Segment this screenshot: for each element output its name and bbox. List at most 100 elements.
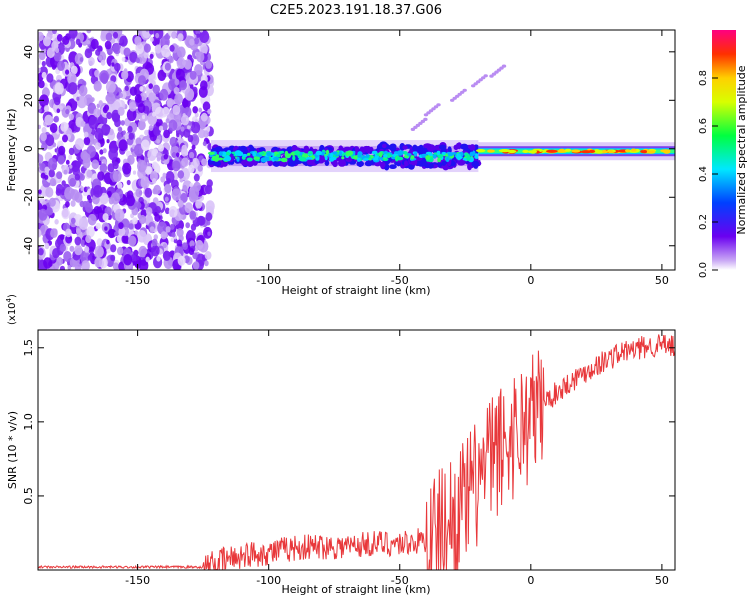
signal-blob [379,161,386,168]
streak-blob [423,117,428,121]
signal-core-blob [307,150,313,155]
noise-blob [99,163,108,173]
noise-blob [59,243,66,252]
noise-blob [138,75,146,86]
noise-blob [193,37,200,45]
noise-blob [176,57,186,69]
noise-blob [46,73,54,83]
noise-blob [135,57,140,64]
clean-peak [571,149,581,153]
noise-blob [180,126,185,132]
spectrogram-x-label: Height of straight line (km) [281,284,430,297]
noise-blob [103,104,110,112]
signal-core-blob [365,154,370,158]
noise-blob [53,96,61,106]
noise-blob [117,166,122,172]
noise-blob [137,159,147,173]
noise-blob [118,139,128,152]
noise-blob [156,255,161,262]
noise-blob [112,42,122,55]
noise-blob [152,84,160,95]
noise-blob [38,67,41,73]
noise-blob [195,239,204,250]
noise-blob [193,181,202,192]
noise-blob [99,70,110,84]
signal-blob [324,160,330,167]
y-tick-label: -20 [22,188,35,206]
noise-blob [111,62,115,67]
signal-blob [460,143,469,150]
noise-blob [116,234,124,243]
noise-blob [49,123,58,133]
noise-blob [121,70,129,80]
signal-core-blob [247,152,251,156]
noise-blob [176,133,180,138]
noise-blob [94,127,104,140]
noise-blob [192,106,198,114]
noise-blob [55,47,60,53]
signal-core-blob [300,156,306,162]
noise-blob [130,254,137,262]
noise-blob [182,99,189,108]
noise-blob [199,30,204,33]
noise-blob [110,192,121,205]
noise-blob [124,85,129,92]
noise-blob [168,206,178,218]
noise-blob [153,126,161,136]
colorbar-gradient [712,30,736,270]
figure-title: C2E5.2023.191.18.37.G06 [270,3,442,18]
noise-blob [44,174,49,180]
noise-blob [40,172,46,179]
noise-blob [127,125,133,133]
noise-blob [69,164,73,169]
noise-blob [79,200,85,208]
noise-blob [192,261,200,270]
x-tick-label: -150 [125,574,150,587]
noise-blob [151,245,160,257]
signal-blob [214,146,223,153]
noise-blob [196,51,205,63]
signal-core-blob [246,157,253,162]
y-tick-label: 1.0 [22,413,35,431]
noise-blob [67,72,77,86]
noise-blob [45,134,55,147]
clean-peak [476,149,486,153]
x-tick-label: -100 [256,274,281,287]
noise-blob [48,169,55,178]
signal-core-blob [325,149,330,155]
noise-blob [44,166,50,173]
signal-core-blob [445,156,450,162]
noise-blob [41,142,48,151]
noise-blob [68,154,72,160]
signal-core-blob [410,155,415,160]
noise-blob [158,125,164,131]
noise-blob [107,163,115,173]
noise-blob [67,265,72,270]
noise-blob [123,254,133,266]
noise-blob [123,47,131,57]
noise-blob [44,242,50,250]
noise-blob [201,158,208,167]
noise-blob [135,188,143,198]
streak-blob [436,103,441,107]
noise-blob [76,96,80,101]
noise-blob [128,101,137,112]
noise-blob [105,80,116,94]
noise-blob [142,30,151,39]
noise-blob [128,235,137,247]
noise-blob [102,148,107,154]
signal-core-blob [284,153,292,158]
noise-blob [118,126,123,133]
noise-blob [137,230,147,243]
noise-blob [171,31,177,39]
noise-blob [144,187,153,198]
y-tick-label: 20 [22,93,35,107]
noise-blob [41,60,46,67]
noise-blob [128,223,134,230]
noise-blob [151,238,158,247]
signal-blob [337,159,347,167]
signal-core-blob [280,157,288,163]
noise-blob [122,130,126,135]
clean-peak [507,149,517,154]
noise-blob [86,169,93,178]
